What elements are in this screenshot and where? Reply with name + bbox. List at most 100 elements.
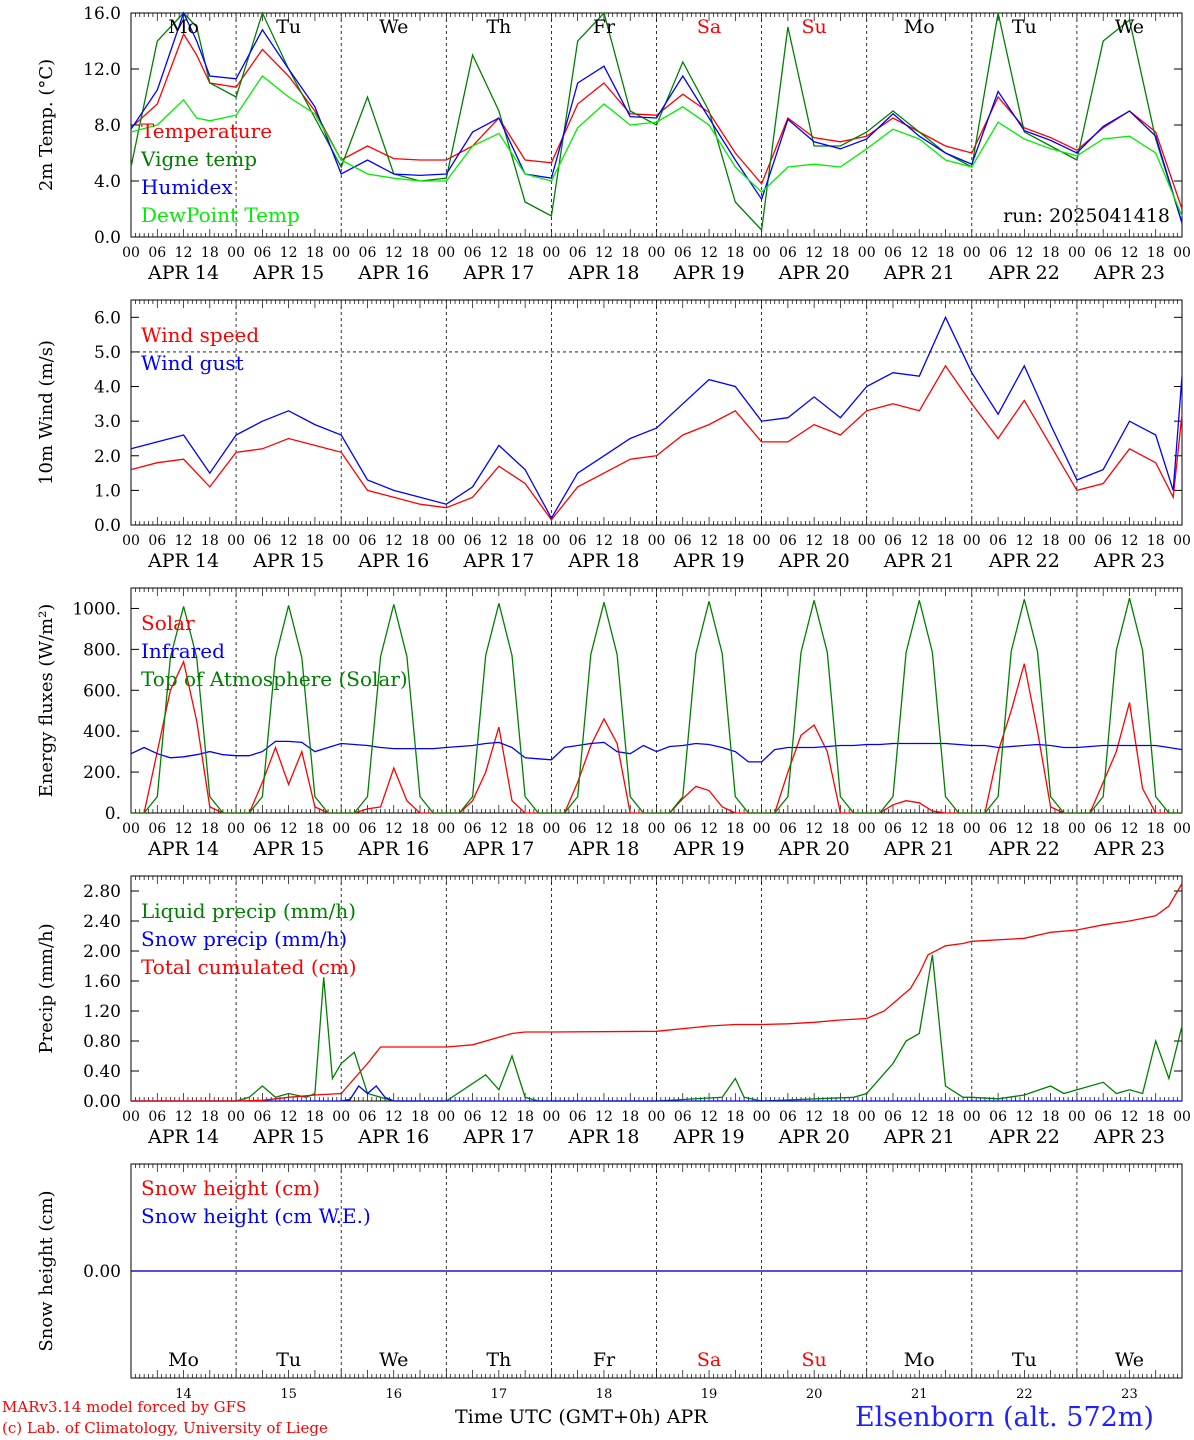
- hour-label: 12: [1015, 1109, 1033, 1125]
- date-label: APR 14: [147, 262, 219, 284]
- hour-label: 12: [1121, 821, 1139, 837]
- hour-label: 18: [201, 1109, 219, 1125]
- y-tick-label: 200.: [83, 763, 121, 783]
- y-tick-label: 2.00: [83, 942, 121, 962]
- hour-label: 18: [1147, 1109, 1165, 1125]
- day-number-label: 14: [175, 1387, 192, 1400]
- y-tick-label: 1.0: [94, 481, 121, 501]
- weekday-label: We: [379, 16, 408, 38]
- date-label: APR 18: [567, 838, 639, 860]
- legend-entry: Top of Atmosphere (Solar): [141, 667, 408, 691]
- hour-label: 06: [674, 1109, 692, 1125]
- hour-label: 12: [805, 1109, 823, 1125]
- hour-label: 00: [227, 533, 245, 549]
- day-number-label: 16: [385, 1387, 402, 1400]
- hour-label: 12: [280, 245, 298, 261]
- series-line-dewpoint-temp: [130, 75, 1183, 217]
- series-line-temperature: [130, 32, 1183, 210]
- date-label: APR 15: [252, 838, 324, 860]
- date-label: APR 16: [357, 838, 429, 860]
- hour-label: 00: [1068, 1109, 1086, 1125]
- date-label: APR 21: [883, 838, 955, 860]
- weekday-label: Mo: [904, 1349, 935, 1371]
- hour-label: 00: [858, 245, 876, 261]
- hour-label: 18: [306, 821, 324, 837]
- hour-label: 00: [648, 821, 666, 837]
- date-label: APR 19: [673, 262, 745, 284]
- hour-label: 18: [832, 533, 850, 549]
- series-line-top-of-atmosphere-solar-: [131, 598, 1182, 814]
- hour-label: 18: [516, 245, 534, 261]
- hour-label: 18: [937, 245, 955, 261]
- hour-label: 00: [1173, 1109, 1191, 1125]
- y-axis-title: 10m Wind (m/s): [36, 340, 57, 485]
- hour-label: 18: [937, 1109, 955, 1125]
- weekday-label: Mo: [168, 16, 199, 38]
- date-label: APR 22: [988, 262, 1060, 284]
- time-axis-caption: Time UTC (GMT+0h) APR: [455, 1406, 708, 1428]
- hour-label: 18: [1042, 1109, 1060, 1125]
- hour-label: 00: [753, 533, 771, 549]
- hour-label: 18: [832, 1109, 850, 1125]
- weekday-label: Tu: [1012, 16, 1037, 38]
- series-line-infrared: [130, 740, 1183, 763]
- series-line-snow-precip-mm-h-: [131, 1085, 1182, 1102]
- hour-label: 06: [569, 533, 587, 549]
- hour-label: 12: [1121, 1109, 1139, 1125]
- y-tick-label: 16.0: [83, 4, 121, 24]
- hour-label: 06: [569, 245, 587, 261]
- date-label: APR 15: [252, 262, 324, 284]
- hour-label: 00: [227, 1109, 245, 1125]
- hour-label: 18: [201, 821, 219, 837]
- y-tick-label: 1.60: [83, 972, 121, 992]
- hour-label: 18: [621, 245, 639, 261]
- series-line-liquid-precip-mm-h-: [131, 954, 1183, 1102]
- hour-label: 18: [1147, 821, 1165, 837]
- hour-label: 00: [963, 245, 981, 261]
- hour-label: 00: [858, 533, 876, 549]
- hour-label: 06: [884, 533, 902, 549]
- date-label: APR 19: [673, 550, 745, 572]
- legend-entry: Liquid precip (mm/h): [141, 899, 356, 923]
- weekday-label: Mo: [168, 1349, 199, 1371]
- weekday-label: Th: [486, 1349, 511, 1371]
- series-line-wind-gust: [130, 315, 1183, 520]
- series-line-wind-speed: [130, 364, 1183, 521]
- hour-label: 12: [385, 821, 403, 837]
- date-label: APR 22: [988, 1126, 1060, 1148]
- hour-label: 00: [648, 245, 666, 261]
- day-number-label: 17: [491, 1387, 508, 1400]
- legend-entry: Infrared: [141, 639, 225, 663]
- date-label: APR 18: [567, 550, 639, 572]
- y-axis-title: Energy fluxes (W/m²): [36, 604, 57, 798]
- hour-label: 00: [332, 1109, 350, 1125]
- hour-label: 06: [674, 245, 692, 261]
- hour-label: 06: [253, 533, 271, 549]
- hour-label: 12: [805, 245, 823, 261]
- hour-label: 12: [595, 245, 613, 261]
- panel-frame: [130, 587, 1183, 814]
- legend-entry: DewPoint Temp: [141, 203, 300, 227]
- hour-label: 18: [306, 533, 324, 549]
- hour-label: 06: [464, 245, 482, 261]
- weekday-label: Mo: [904, 16, 935, 38]
- date-label: APR 17: [462, 838, 534, 860]
- date-label: APR 23: [1093, 838, 1165, 860]
- legend-entry: Wind gust: [141, 351, 244, 375]
- hour-label: 00: [963, 533, 981, 549]
- date-label: APR 18: [567, 1126, 639, 1148]
- date-label: APR 20: [778, 838, 850, 860]
- y-tick-label: 0.0: [94, 516, 121, 536]
- hour-label: 06: [989, 533, 1007, 549]
- hour-label: 06: [779, 1109, 797, 1125]
- hour-label: 18: [201, 245, 219, 261]
- hour-label: 18: [621, 821, 639, 837]
- hour-label: 00: [648, 1109, 666, 1125]
- y-tick-label: 400.: [83, 722, 121, 742]
- hour-label: 06: [359, 533, 377, 549]
- date-label: APR 23: [1093, 262, 1165, 284]
- hour-label: 00: [648, 533, 666, 549]
- y-tick-label: 0.40: [83, 1062, 121, 1082]
- hour-label: 12: [700, 533, 718, 549]
- hour-label: 12: [910, 245, 928, 261]
